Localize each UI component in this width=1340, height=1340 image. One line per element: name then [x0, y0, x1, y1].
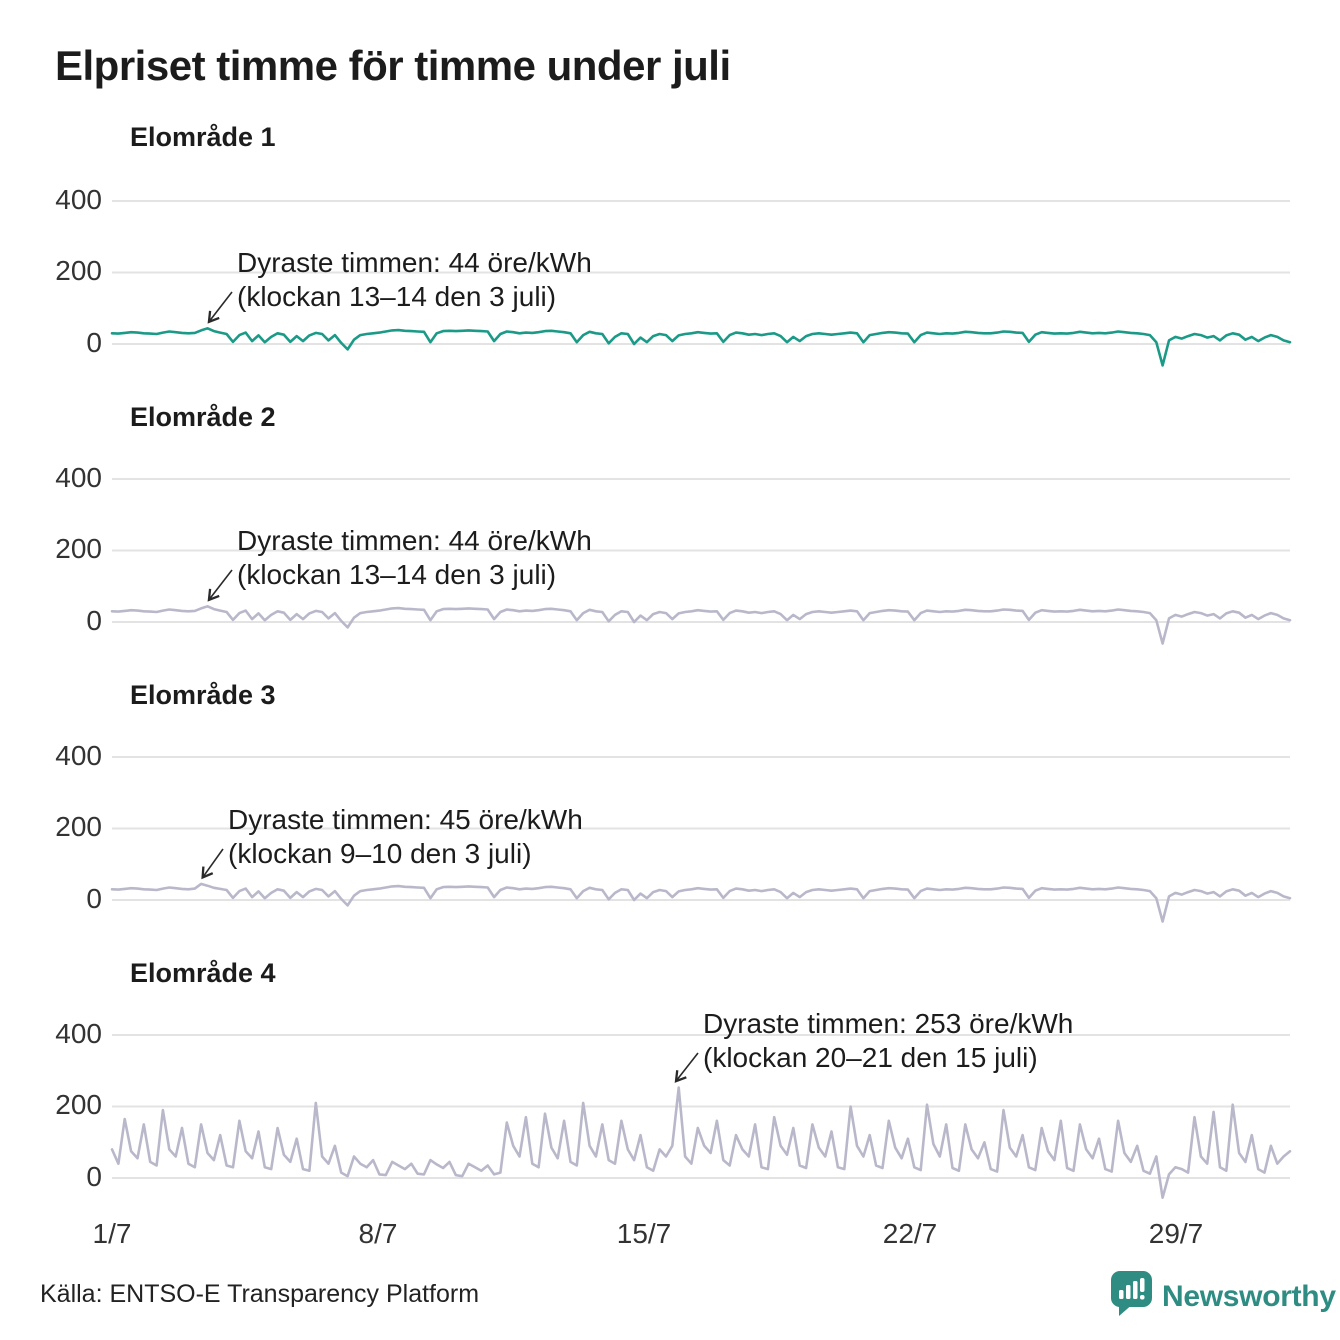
annotation-max-elomrade-3: Dyraste timmen: 45 öre/kWh (klockan 9–10… — [228, 803, 583, 871]
panel-title-elomrade-4: Elområde 4 — [130, 958, 276, 988]
ytick-0: 0 — [86, 883, 102, 914]
ytick-0: 0 — [86, 1161, 102, 1192]
annotation-line1: Dyraste timmen: 44 öre/kWh — [237, 525, 592, 556]
brand-lockup: Newsworthy — [1110, 1270, 1336, 1323]
annotation-line1: Dyraste timmen: 253 öre/kWh — [703, 1008, 1074, 1039]
annotation-max-elomrade-1: Dyraste timmen: 44 öre/kWh (klockan 13–1… — [237, 246, 592, 314]
panel-title-elomrade-3: Elområde 3 — [130, 680, 276, 710]
annotation-line1: Dyraste timmen: 44 öre/kWh — [237, 247, 592, 278]
ytick-0: 0 — [86, 605, 102, 636]
ytick-200: 200 — [55, 255, 102, 286]
xtick-29-7: 29/7 — [1148, 1218, 1204, 1249]
chart-title: Elpriset timme för timme under juli — [55, 42, 731, 89]
ytick-200: 200 — [55, 533, 102, 564]
ytick-400: 400 — [55, 184, 102, 215]
ytick-400: 400 — [55, 462, 102, 493]
brand-name: Newsworthy — [1162, 1279, 1336, 1313]
annotation-line2: (klockan 13–14 den 3 juli) — [237, 559, 557, 590]
annotation-line1: Dyraste timmen: 45 öre/kWh — [228, 804, 583, 835]
xtick-22-7: 22/7 — [882, 1218, 938, 1249]
ytick-400: 400 — [55, 740, 102, 771]
annotation-line2: (klockan 20–21 den 15 juli) — [703, 1042, 1038, 1073]
ytick-400: 400 — [55, 1018, 102, 1049]
panel-title-elomrade-1: Elområde 1 — [130, 122, 276, 152]
ytick-200: 200 — [55, 811, 102, 842]
panel-title-elomrade-2: Elområde 2 — [130, 402, 276, 432]
annotation-line2: (klockan 13–14 den 3 juli) — [237, 281, 557, 312]
newsworthy-logo-icon — [1110, 1270, 1154, 1323]
xtick-1-7: 1/7 — [92, 1218, 132, 1249]
source-note: Källa: ENTSO-E Transparency Platform — [40, 1280, 480, 1308]
annotation-line2: (klockan 9–10 den 3 juli) — [228, 838, 532, 869]
ytick-200: 200 — [55, 1089, 102, 1120]
annotation-max-elomrade-2: Dyraste timmen: 44 öre/kWh (klockan 13–1… — [237, 524, 592, 592]
ytick-0: 0 — [86, 327, 102, 358]
xtick-15-7: 15/7 — [616, 1218, 672, 1249]
xtick-8-7: 8/7 — [358, 1218, 398, 1249]
annotation-max-elomrade-4: Dyraste timmen: 253 öre/kWh (klockan 20–… — [703, 1007, 1073, 1075]
